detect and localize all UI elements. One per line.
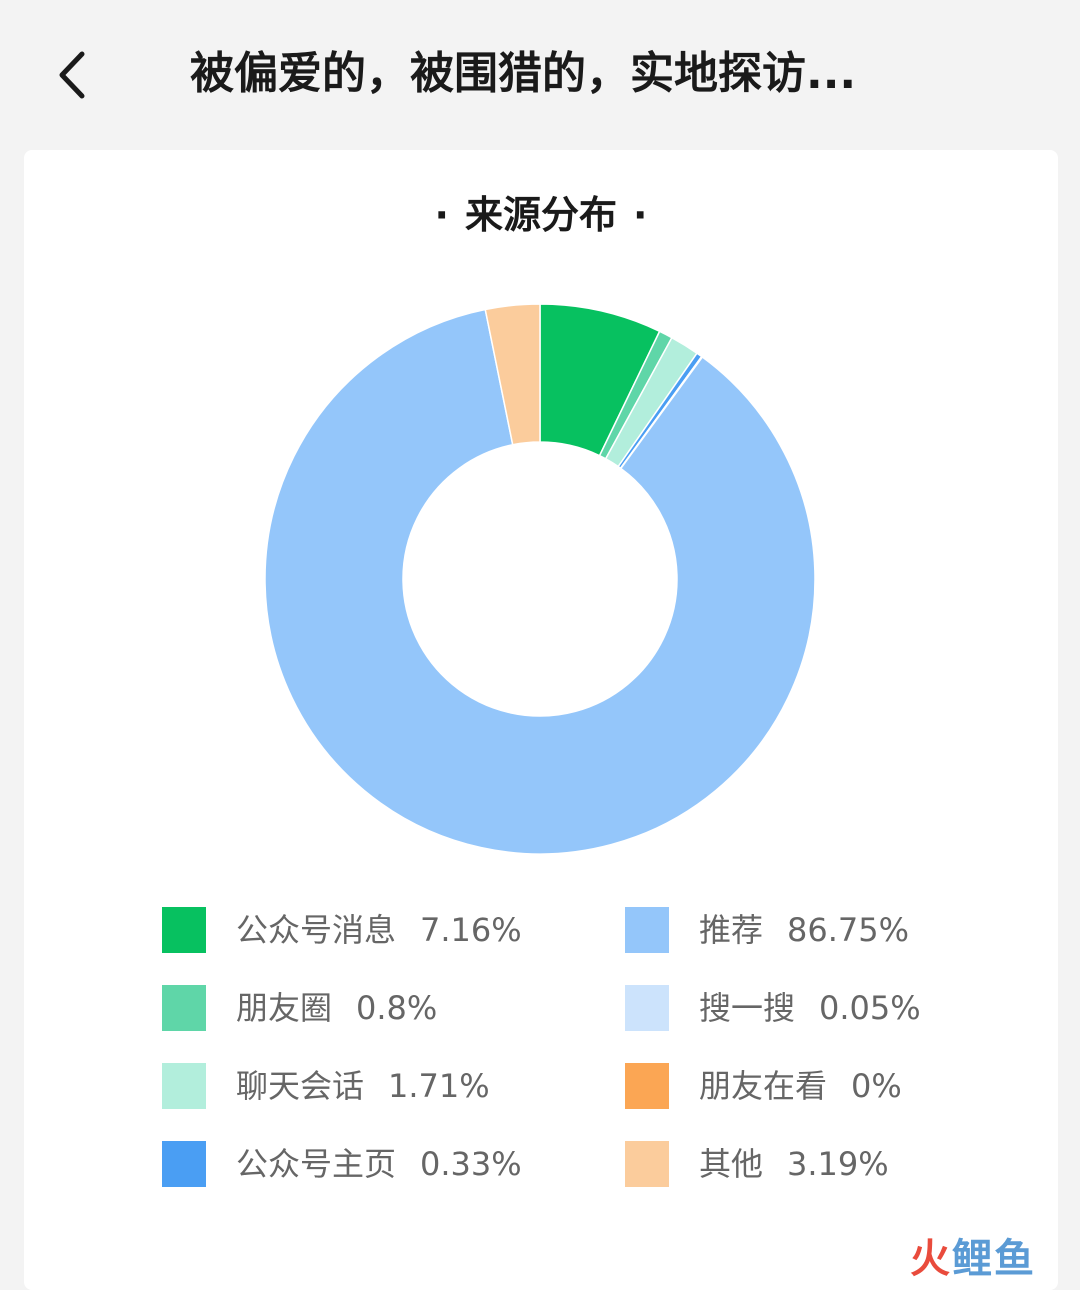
legend-value: 0%	[851, 1067, 902, 1105]
legend-label: 推荐	[699, 911, 764, 949]
page-title: 被偏爱的，被围猎的，实地探访...	[190, 48, 857, 99]
legend-swatch	[625, 985, 669, 1031]
legend-text: 推荐 86.75%	[699, 907, 909, 953]
legend-label: 其他	[699, 1145, 764, 1183]
legend-label: 公众号消息	[236, 911, 397, 949]
chart-title-text: 来源分布	[464, 193, 617, 237]
donut-slice-1[interactable]	[264, 308, 816, 855]
legend-value: 0.33%	[420, 1145, 522, 1183]
legend-swatch	[162, 907, 206, 953]
legend-text: 朋友圈 0.8%	[236, 985, 437, 1031]
legend-text: 搜一搜 0.05%	[699, 985, 921, 1031]
donut-chart	[264, 303, 816, 855]
legend-text: 朋友在看 0%	[699, 1063, 902, 1109]
legend-label: 公众号主页	[236, 1145, 397, 1183]
legend-label: 朋友圈	[236, 989, 333, 1027]
legend-value: 7.16%	[420, 911, 522, 949]
title-dot-right: ·	[633, 193, 648, 237]
legend-value: 0.05%	[819, 989, 921, 1027]
legend-swatch	[162, 985, 206, 1031]
legend-label: 聊天会话	[236, 1067, 365, 1105]
top-bar: 被偏爱的，被围猎的，实地探访...	[0, 0, 1080, 150]
legend-swatch	[625, 1063, 669, 1109]
chart-title: · 来源分布 ·	[24, 190, 1058, 240]
chevron-left-icon	[59, 51, 85, 99]
legend-text: 其他 3.19%	[699, 1141, 889, 1187]
chart-card: · 来源分布 · 公众号消息 7.16% 推荐 86.75% 朋友圈 0.8% 搜一搜 0.05%…	[24, 150, 1058, 1290]
legend-label: 朋友在看	[699, 1067, 828, 1105]
legend-text: 公众号主页 0.33%	[236, 1141, 522, 1187]
donut-slice-7[interactable]	[484, 303, 541, 446]
back-button[interactable]	[40, 40, 110, 110]
legend-swatch	[162, 1141, 206, 1187]
legend-text: 公众号消息 7.16%	[236, 907, 522, 953]
legend-text: 聊天会话 1.71%	[236, 1063, 490, 1109]
watermark-logo: 火鲤鱼	[910, 1236, 1036, 1282]
legend-value: 0.8%	[356, 989, 438, 1027]
legend-value: 1.71%	[388, 1067, 490, 1105]
title-dot-left: ·	[434, 193, 449, 237]
legend-swatch	[625, 1141, 669, 1187]
legend-value: 3.19%	[787, 1145, 889, 1183]
legend-swatch	[625, 907, 669, 953]
legend-value: 86.75%	[787, 911, 910, 949]
legend-label: 搜一搜	[699, 989, 796, 1027]
legend-swatch	[162, 1063, 206, 1109]
